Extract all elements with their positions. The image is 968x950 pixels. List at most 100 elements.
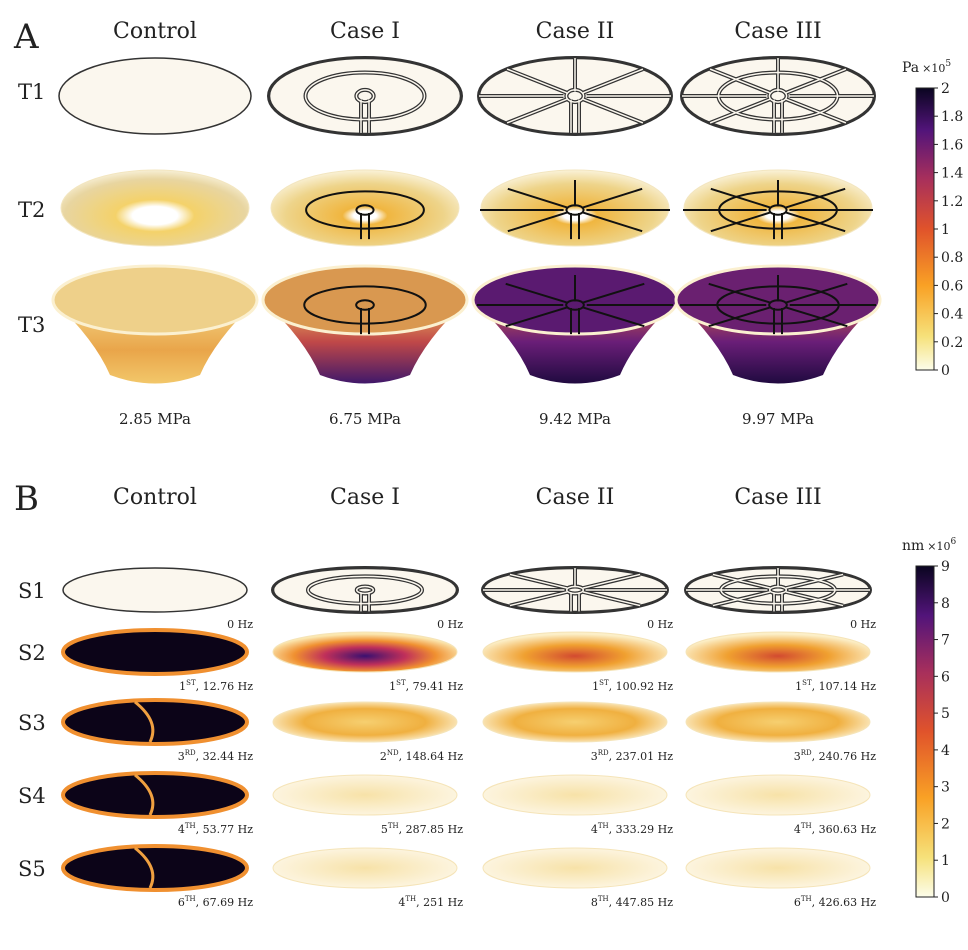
frequency: , 107.14 Hz bbox=[812, 680, 877, 693]
mode-label: 4TH, 333.29 Hz bbox=[591, 822, 673, 836]
mode-order: 1 bbox=[179, 680, 186, 693]
colorbar-unit: nm×106 bbox=[902, 537, 957, 554]
frequency: , 237.01 Hz bbox=[609, 750, 674, 763]
colorbar-tick-label: 9 bbox=[941, 559, 950, 575]
frequency: , 333.29 Hz bbox=[609, 823, 674, 836]
mode-label: 8TH, 447.85 Hz bbox=[591, 895, 673, 909]
mode-order: 1 bbox=[389, 680, 396, 693]
mode-label: 5TH, 287.85 Hz bbox=[381, 822, 463, 836]
frequency: , 287.85 Hz bbox=[399, 823, 464, 836]
mode-shape bbox=[686, 632, 870, 672]
colorbar bbox=[916, 566, 934, 897]
mode-shape bbox=[483, 632, 667, 672]
mode-label: 0 Hz bbox=[227, 618, 253, 631]
frequency: 0 Hz bbox=[647, 618, 673, 631]
colorbar-tick-label: 1.6 bbox=[941, 137, 963, 153]
mode-suffix: TH bbox=[185, 822, 196, 830]
colorbar-tick-label: 1 bbox=[941, 853, 950, 869]
mode-suffix: ST bbox=[186, 679, 196, 687]
mode-label: 3RD, 32.44 Hz bbox=[178, 749, 253, 763]
mode-shape bbox=[686, 775, 870, 815]
mode-order: 3 bbox=[794, 750, 801, 763]
deformed-disk bbox=[271, 170, 459, 246]
colorbar bbox=[916, 88, 934, 370]
mode-suffix: RD bbox=[598, 749, 609, 757]
column-header: Case I bbox=[330, 19, 400, 44]
figure: AControl2.85 MPaCase I6.75 MPaCase II9.4… bbox=[0, 0, 968, 946]
mode-label: 4TH, 251 Hz bbox=[398, 895, 463, 909]
mode-order: 4 bbox=[794, 823, 801, 836]
column-header: Case III bbox=[734, 485, 821, 510]
mode-suffix: RD bbox=[185, 749, 196, 757]
frequency: , 447.85 Hz bbox=[609, 896, 674, 909]
mode-shape bbox=[483, 775, 667, 815]
mode-order: 5 bbox=[381, 823, 388, 836]
mode-order: 8 bbox=[591, 896, 598, 909]
mode-shape bbox=[63, 846, 247, 890]
frequency: , 360.63 Hz bbox=[812, 823, 877, 836]
mode-suffix: TH bbox=[185, 895, 196, 903]
disk bbox=[59, 58, 251, 134]
colorbar-tick-label: 0.2 bbox=[941, 335, 963, 351]
row-label: S2 bbox=[18, 641, 46, 665]
mode-label: 1ST, 79.41 Hz bbox=[389, 679, 463, 693]
frequency: , 148.64 Hz bbox=[399, 750, 464, 763]
mode-shape bbox=[273, 848, 457, 888]
colorbar-tick-label: 8 bbox=[941, 596, 950, 612]
panel-label: B bbox=[14, 479, 39, 519]
mode-label: 0 Hz bbox=[850, 618, 876, 631]
mode-order: 3 bbox=[178, 750, 185, 763]
frequency: , 426.63 Hz bbox=[812, 896, 877, 909]
mode-suffix: RD bbox=[801, 749, 812, 757]
colorbar-tick-label: 0 bbox=[941, 363, 950, 379]
mode-label: 6TH, 426.63 Hz bbox=[794, 895, 876, 909]
mode-suffix: TH bbox=[598, 895, 609, 903]
frequency: , 67.69 Hz bbox=[196, 896, 254, 909]
mode-label: 3RD, 240.76 Hz bbox=[794, 749, 876, 763]
mode-order: 4 bbox=[398, 896, 405, 909]
stress-value: 9.97 MPa bbox=[742, 410, 814, 428]
column-header: Control bbox=[113, 19, 197, 44]
row-label: S4 bbox=[18, 784, 46, 808]
mode-shape bbox=[483, 848, 667, 888]
row-label: T2 bbox=[18, 198, 45, 222]
colorbar-tick-label: 4 bbox=[941, 743, 950, 759]
mode-shape bbox=[273, 775, 457, 815]
colorbar-tick-label: 7 bbox=[941, 633, 950, 649]
frequency: , 100.92 Hz bbox=[609, 680, 674, 693]
frequency: , 251 Hz bbox=[416, 896, 463, 909]
colorbar-tick-label: 0 bbox=[941, 890, 950, 906]
colorbar-tick-label: 0.6 bbox=[941, 278, 963, 294]
colorbar-tick-label: 6 bbox=[941, 669, 950, 685]
mode-shape bbox=[686, 848, 870, 888]
mode-order: 6 bbox=[794, 896, 801, 909]
mode-label: 0 Hz bbox=[437, 618, 463, 631]
row-label: S1 bbox=[18, 579, 46, 603]
colorbar-tick-label: 2 bbox=[941, 81, 950, 97]
mode-order: 4 bbox=[591, 823, 598, 836]
stress-value: 2.85 MPa bbox=[119, 410, 191, 428]
column-header: Case II bbox=[536, 19, 615, 44]
column-header: Control bbox=[113, 485, 197, 510]
colorbar-tick-label: 0.8 bbox=[941, 250, 963, 266]
colorbar-tick-label: 1.2 bbox=[941, 194, 963, 210]
frequency: , 240.76 Hz bbox=[812, 750, 877, 763]
mode-label: 1ST, 107.14 Hz bbox=[795, 679, 876, 693]
mode-suffix: TH bbox=[801, 895, 812, 903]
frequency: 0 Hz bbox=[437, 618, 463, 631]
multiplier: ×10 bbox=[922, 62, 945, 75]
frequency: , 32.44 Hz bbox=[196, 750, 254, 763]
mode-shape bbox=[483, 702, 667, 742]
row-label: S5 bbox=[18, 857, 46, 881]
mode-order: 4 bbox=[178, 823, 185, 836]
mode-label: 6TH, 67.69 Hz bbox=[178, 895, 253, 909]
panel-label: A bbox=[13, 17, 39, 57]
mode-label: 0 Hz bbox=[647, 618, 673, 631]
column-header: Case I bbox=[330, 485, 400, 510]
mode-shape bbox=[686, 702, 870, 742]
colorbar-tick-label: 3 bbox=[941, 780, 950, 796]
mode-order: 1 bbox=[592, 680, 599, 693]
mode-suffix: ST bbox=[599, 679, 609, 687]
mode-suffix: TH bbox=[801, 822, 812, 830]
stress-value: 9.42 MPa bbox=[539, 410, 611, 428]
